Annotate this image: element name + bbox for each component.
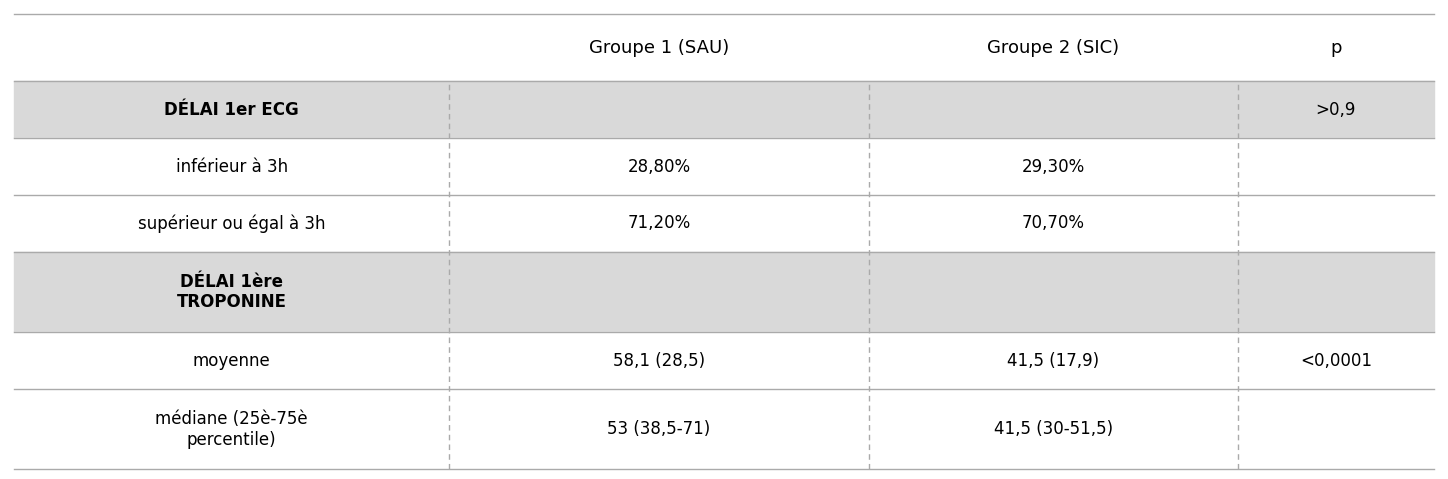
Text: p: p <box>1331 39 1341 57</box>
Text: 53 (38,5-71): 53 (38,5-71) <box>607 420 711 438</box>
Text: 41,5 (17,9): 41,5 (17,9) <box>1008 352 1099 370</box>
Text: DÉLAI 1ère
TROPONINE: DÉLAI 1ère TROPONINE <box>177 273 287 311</box>
Bar <box>14 332 1434 389</box>
Text: 29,30%: 29,30% <box>1022 158 1085 176</box>
Text: Groupe 1 (SAU): Groupe 1 (SAU) <box>589 39 728 57</box>
Text: 28,80%: 28,80% <box>627 158 691 176</box>
Bar <box>14 138 1434 195</box>
Bar <box>14 81 1434 138</box>
Bar <box>14 195 1434 252</box>
Text: supérieur ou égal à 3h: supérieur ou égal à 3h <box>138 214 326 233</box>
Text: 58,1 (28,5): 58,1 (28,5) <box>613 352 705 370</box>
Text: Groupe 2 (SIC): Groupe 2 (SIC) <box>988 39 1119 57</box>
Text: 70,70%: 70,70% <box>1022 215 1085 232</box>
Bar <box>14 389 1434 469</box>
Text: 71,20%: 71,20% <box>627 215 691 232</box>
Text: médiane (25è-75è
percentile): médiane (25è-75è percentile) <box>155 410 308 449</box>
Text: moyenne: moyenne <box>193 352 271 370</box>
Text: 41,5 (30-51,5): 41,5 (30-51,5) <box>993 420 1114 438</box>
Text: >0,9: >0,9 <box>1316 101 1355 119</box>
Text: inférieur à 3h: inférieur à 3h <box>175 158 288 176</box>
Bar <box>14 252 1434 332</box>
Text: <0,0001: <0,0001 <box>1300 352 1371 370</box>
Text: DÉLAI 1er ECG: DÉLAI 1er ECG <box>164 101 300 119</box>
